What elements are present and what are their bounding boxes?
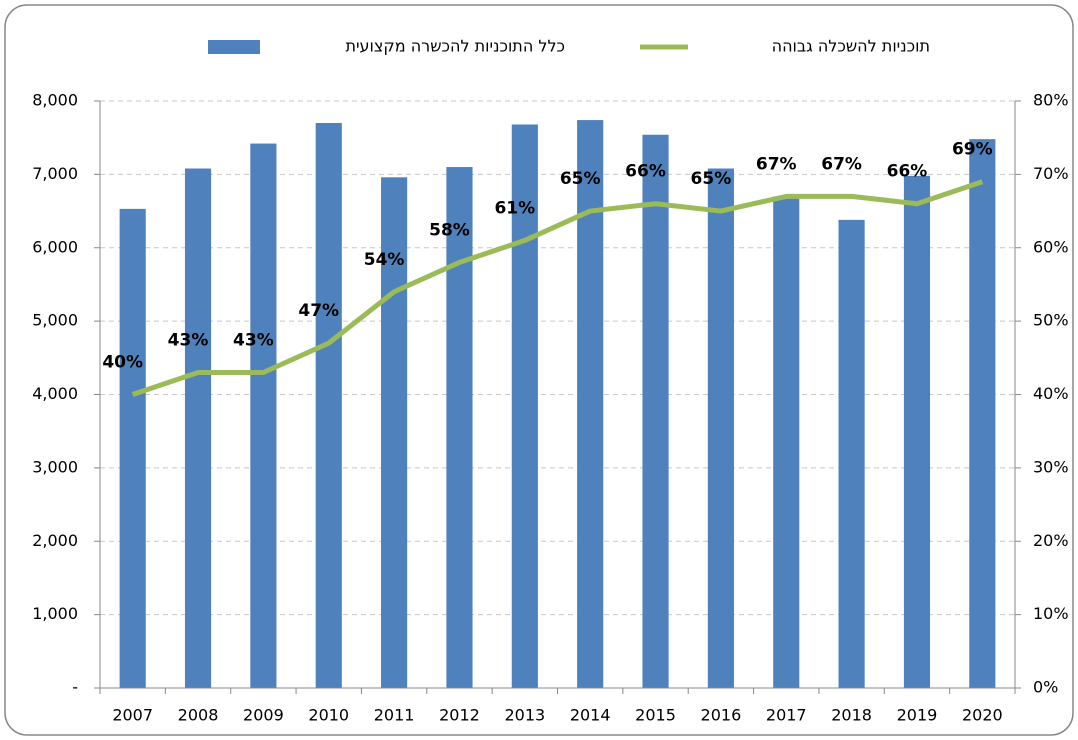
y2-tick-label: 0% — [1033, 678, 1058, 697]
y-tick-label: 4,000 — [32, 384, 78, 403]
x-tick-label: 2009 — [243, 706, 284, 725]
x-tick-label: 2020 — [962, 706, 1003, 725]
x-tick-label: 2015 — [635, 706, 676, 725]
y-tick-label: - — [72, 678, 78, 697]
legend-swatch — [208, 40, 260, 54]
data-label: 61% — [494, 198, 535, 218]
x-tick-label: 2010 — [308, 706, 349, 725]
y2-tick-label: 50% — [1033, 311, 1069, 330]
bar — [184, 168, 212, 688]
y2-tick-label: 80% — [1033, 91, 1069, 110]
x-tick-label: 2008 — [178, 706, 219, 725]
y-tick-label: 2,000 — [32, 531, 78, 550]
y2-tick-label: 60% — [1033, 237, 1069, 256]
x-tick-label: 2007 — [112, 706, 153, 725]
data-label: 47% — [298, 301, 339, 321]
x-tick-label: 2013 — [504, 706, 545, 725]
x-tick-label: 2012 — [439, 706, 480, 725]
x-tick-label: 2018 — [831, 706, 872, 725]
y-tick-label: 3,000 — [32, 457, 78, 476]
bar — [511, 124, 538, 689]
x-tick-label: 2016 — [701, 706, 742, 725]
x-tick-label: 2014 — [570, 706, 611, 725]
data-label: 66% — [887, 162, 928, 182]
y-tick-label: 6,000 — [32, 237, 78, 256]
bar — [315, 123, 342, 688]
bar — [381, 177, 408, 688]
legend-label: כלל התוכניות להכשרה מקצועית — [345, 37, 565, 56]
bar — [642, 134, 669, 688]
data-label: 65% — [691, 169, 732, 189]
data-label: 69% — [952, 140, 993, 160]
data-label: 67% — [821, 154, 862, 174]
bar — [707, 168, 734, 688]
bar — [773, 196, 800, 688]
data-label: 40% — [102, 353, 143, 373]
bar — [119, 208, 146, 688]
y2-tick-label: 10% — [1033, 604, 1069, 623]
y2-tick-label: 70% — [1033, 164, 1069, 183]
line — [131, 179, 984, 397]
y2-tick-label: 30% — [1033, 457, 1069, 476]
data-label: 65% — [560, 169, 601, 189]
bar — [577, 120, 604, 688]
y-tick-label: 5,000 — [32, 311, 78, 330]
data-label: 43% — [168, 330, 209, 350]
y-tick-label: 8,000 — [32, 91, 78, 110]
x-tick-label: 2011 — [374, 706, 415, 725]
bar — [838, 219, 865, 688]
data-label: 43% — [233, 330, 274, 350]
y-tick-label: 1,000 — [32, 604, 78, 623]
x-tick-label: 2019 — [897, 706, 938, 725]
bar — [903, 175, 931, 688]
data-label: 67% — [756, 154, 797, 174]
bar — [250, 143, 277, 688]
data-label: 58% — [429, 220, 470, 240]
data-label: 66% — [625, 162, 666, 182]
y-tick-label: 7,000 — [32, 164, 78, 183]
data-label: 54% — [364, 250, 405, 270]
x-tick-label: 2017 — [766, 706, 807, 725]
y2-tick-label: 40% — [1033, 384, 1069, 403]
legend-label: תוכניות להשכלה גבוהה — [772, 37, 930, 56]
bar — [969, 139, 996, 688]
bar — [446, 167, 473, 689]
y2-tick-label: 20% — [1033, 531, 1069, 550]
